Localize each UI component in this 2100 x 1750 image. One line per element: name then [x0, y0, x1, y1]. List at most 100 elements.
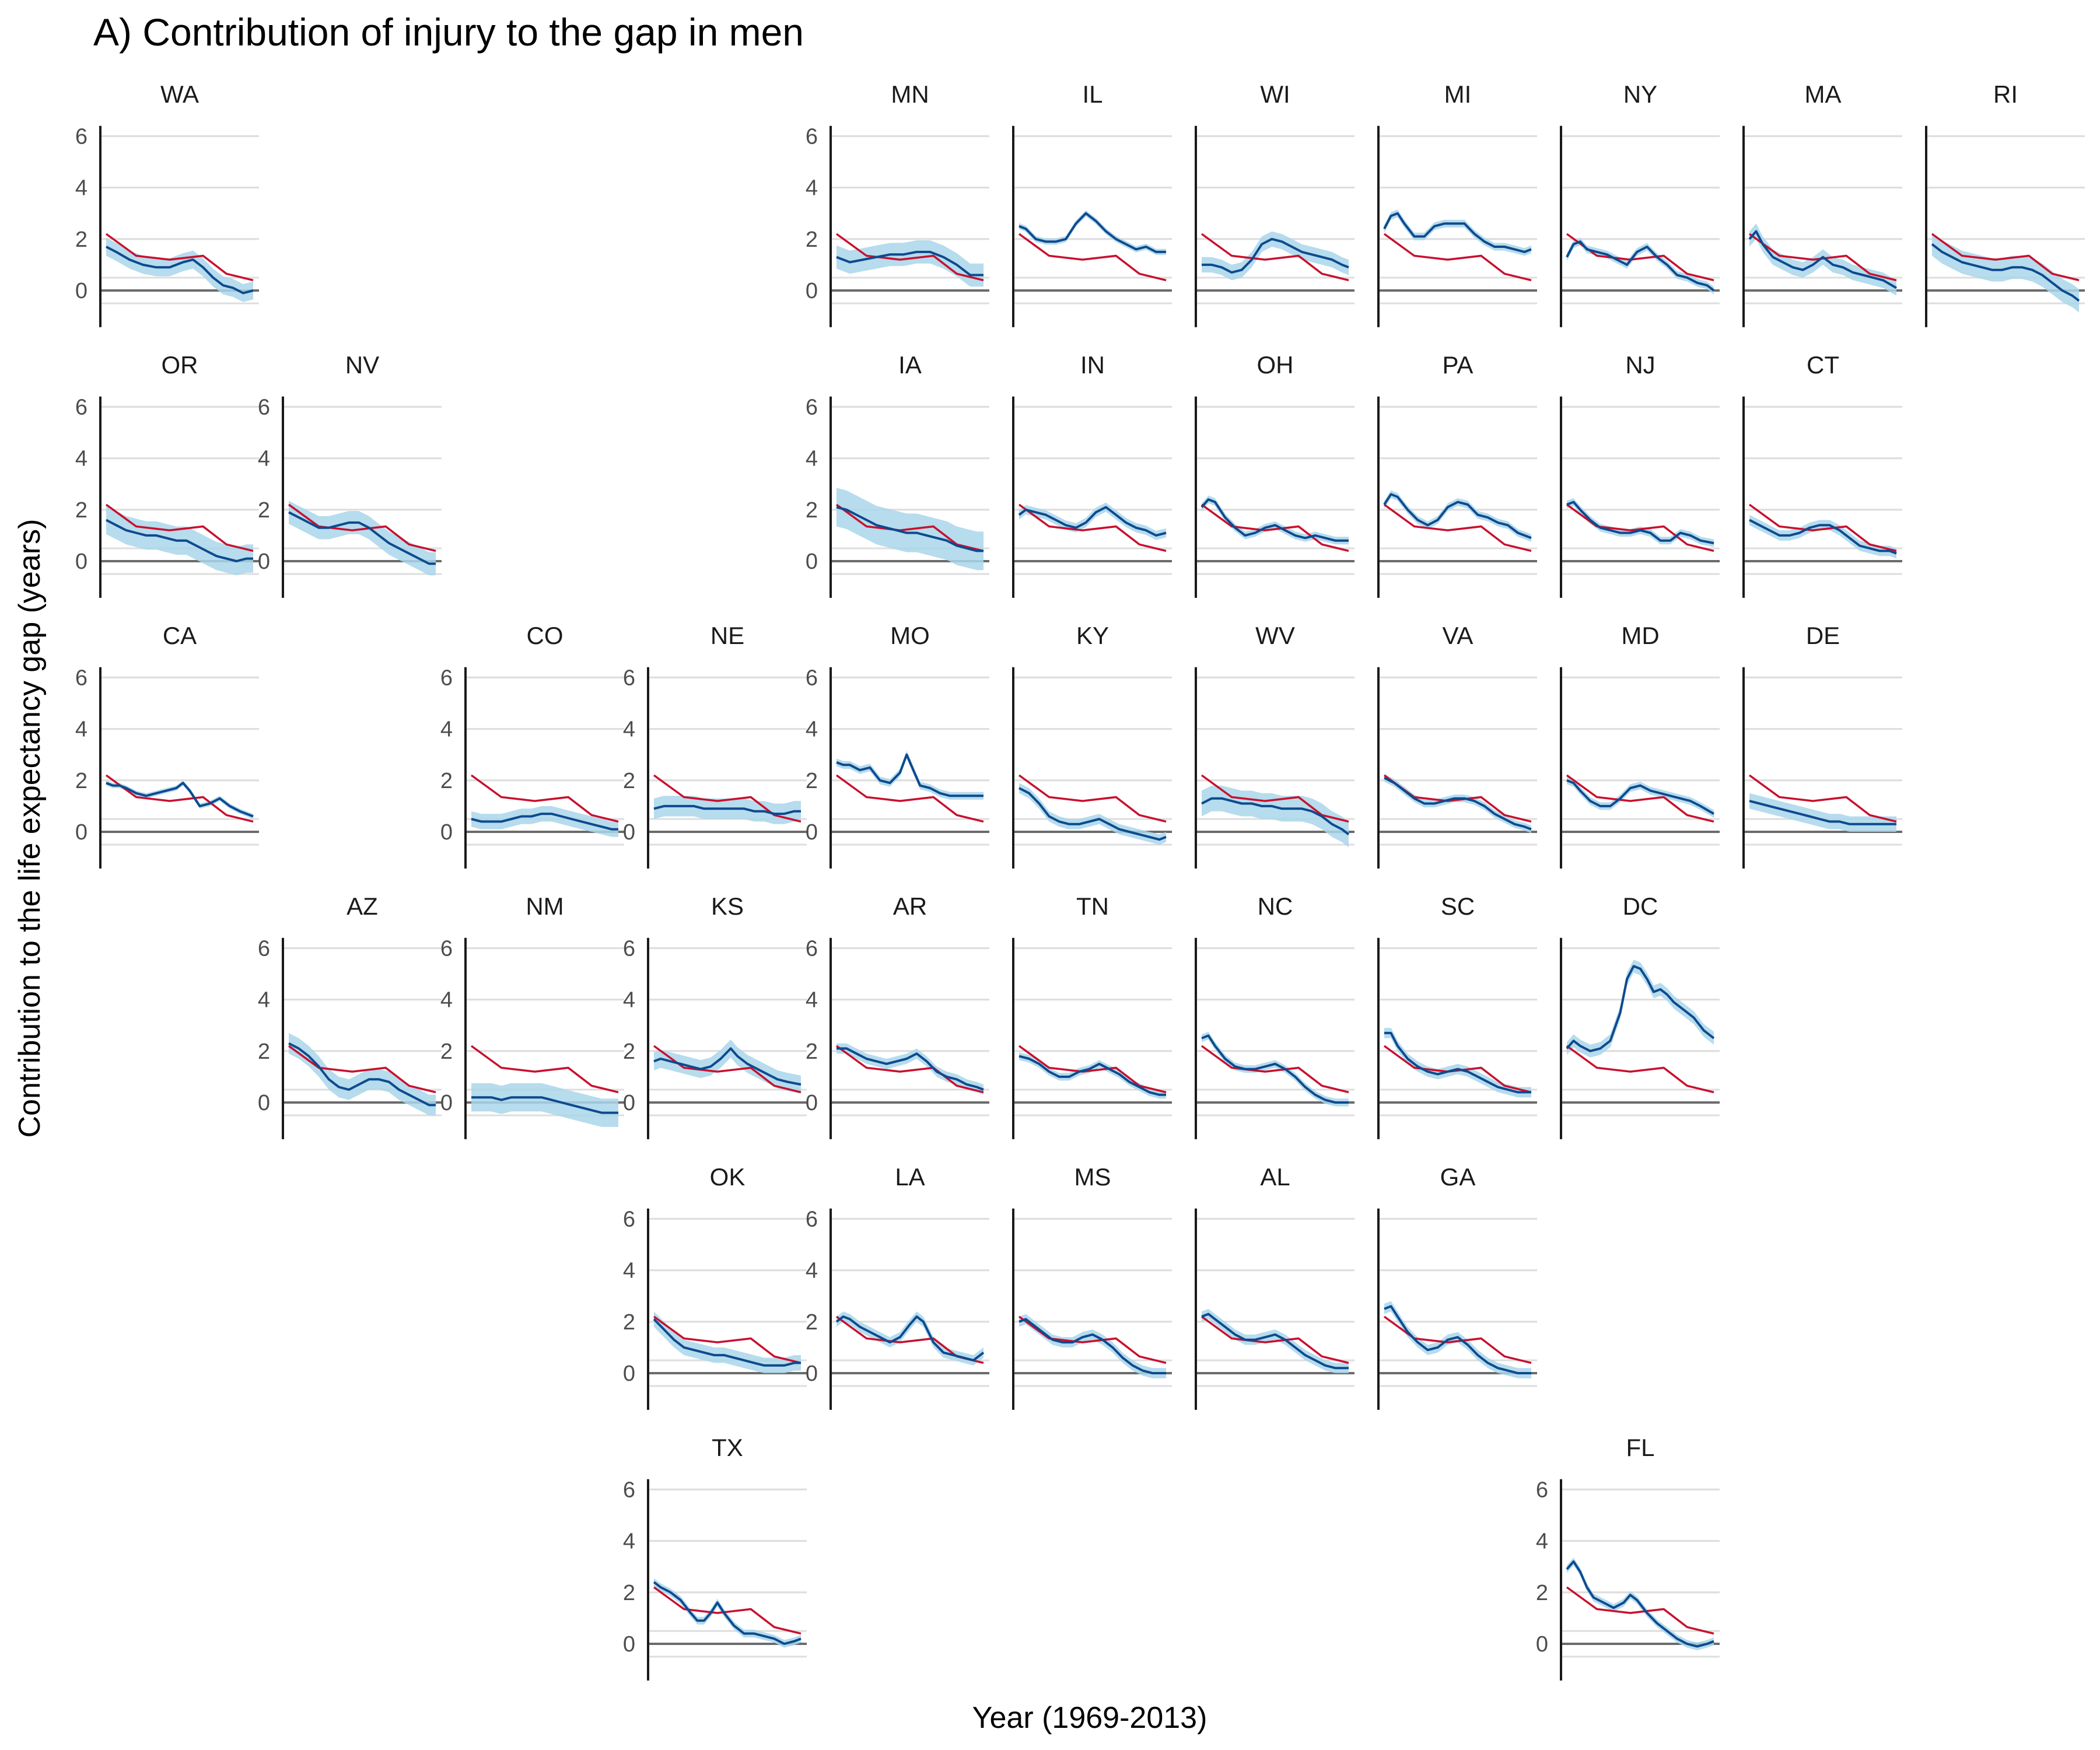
- confidence-band: [289, 1032, 436, 1115]
- state-line: [106, 519, 253, 562]
- y-tick-label: 2: [806, 228, 818, 252]
- y-tick-label: 0: [258, 1091, 270, 1115]
- confidence-band: [1202, 1031, 1349, 1107]
- national-line: [835, 233, 984, 282]
- panel-de: DE: [1742, 622, 1902, 869]
- y-tick-label: 2: [623, 1581, 635, 1605]
- state-line: [288, 1042, 436, 1107]
- state-line: [1748, 230, 1897, 289]
- panel-title: DE: [1806, 622, 1840, 649]
- y-tick-label: 4: [1536, 1530, 1548, 1554]
- panel-oh: OH: [1195, 351, 1354, 598]
- panel-title: NC: [1258, 892, 1293, 920]
- national-line: [835, 774, 984, 823]
- panel-ct: CT: [1742, 351, 1902, 598]
- y-tick-label: 6: [440, 936, 453, 961]
- national-line: [288, 1045, 436, 1094]
- national-line: [1200, 1045, 1349, 1094]
- panel-mn: MN 0 2 4 6: [806, 80, 989, 327]
- panel-title: KY: [1076, 622, 1109, 649]
- state-line: [471, 813, 618, 831]
- panel-va: VA: [1377, 622, 1537, 869]
- state-line: [1931, 243, 2080, 302]
- y-tick-label: 2: [440, 1040, 453, 1064]
- y-tick-label: 2: [258, 1040, 270, 1064]
- confidence-band: [654, 796, 801, 824]
- y-tick-label: 4: [258, 447, 270, 471]
- national-line: [1566, 233, 1714, 282]
- panel-tx: TX 0 2 4 6: [623, 1434, 807, 1681]
- panel-title: AZ: [346, 892, 378, 920]
- panel-title: DC: [1623, 892, 1658, 920]
- national-line: [835, 503, 984, 552]
- panel-title: NY: [1623, 80, 1657, 108]
- national-line: [1566, 1045, 1714, 1094]
- y-tick-label: 2: [806, 1040, 818, 1064]
- panel-title: MI: [1444, 80, 1472, 108]
- national-line: [1018, 233, 1167, 282]
- panel-ny: NY: [1560, 80, 1720, 327]
- state-line: [1566, 779, 1714, 815]
- confidence-band: [1019, 502, 1166, 540]
- panel-title: WI: [1260, 80, 1290, 108]
- state-line: [1566, 965, 1715, 1052]
- panel-title: PA: [1443, 351, 1474, 379]
- panel-title: OH: [1257, 351, 1294, 379]
- confidence-band: [471, 1083, 618, 1127]
- national-line: [1748, 233, 1897, 282]
- state-line: [288, 511, 436, 565]
- state-line: [1566, 501, 1714, 545]
- y-tick-label: 0: [623, 1362, 635, 1386]
- state-line: [653, 1047, 802, 1086]
- y-axis-title: Contribution to the life expectancy gap …: [13, 519, 47, 1138]
- panel-wv: WV: [1195, 622, 1354, 869]
- panel-title: MS: [1074, 1163, 1111, 1191]
- y-tick-label: 2: [806, 769, 818, 793]
- state-line: [1201, 1312, 1349, 1370]
- panel-nv: NV 0 2 4 6: [258, 351, 442, 598]
- y-tick-label: 6: [75, 395, 88, 419]
- panel-tn: TN: [1012, 892, 1172, 1139]
- panel-wi: WI: [1195, 80, 1354, 327]
- y-tick-label: 4: [75, 447, 88, 471]
- y-tick-label: 0: [806, 550, 818, 574]
- confidence-band: [836, 240, 984, 287]
- y-tick-label: 4: [623, 1530, 635, 1554]
- panel-in: IN: [1012, 351, 1172, 598]
- confidence-band: [471, 806, 618, 837]
- confidence-band: [1384, 490, 1531, 542]
- panel-title: MD: [1621, 622, 1659, 649]
- y-tick-label: 6: [806, 666, 818, 690]
- panel-nc: NC: [1195, 892, 1354, 1139]
- panel-ms: MS: [1012, 1163, 1172, 1410]
- panel-ma: MA: [1742, 80, 1902, 327]
- y-tick-label: 0: [623, 1632, 635, 1657]
- state-line: [653, 804, 801, 816]
- confidence-band: [1019, 210, 1166, 256]
- national-line: [835, 1045, 984, 1094]
- confidence-band: [1749, 514, 1896, 559]
- state-line: [1384, 1031, 1531, 1094]
- state-line: [1201, 1034, 1349, 1104]
- national-line: [1566, 774, 1714, 823]
- state-line: [836, 250, 984, 276]
- y-tick-label: 2: [75, 228, 88, 252]
- confidence-band: [1019, 1052, 1166, 1099]
- panel-title: KS: [711, 892, 744, 920]
- y-tick-label: 4: [75, 176, 88, 201]
- confidence-band: [654, 1578, 801, 1648]
- national-line: [1018, 1315, 1167, 1364]
- y-tick-label: 4: [623, 1259, 635, 1283]
- panel-title: GA: [1440, 1163, 1476, 1191]
- y-tick-label: 6: [75, 666, 88, 690]
- chart-title: A) Contribution of injury to the gap in …: [93, 10, 804, 54]
- state-line: [1749, 800, 1896, 825]
- y-tick-label: 6: [623, 666, 635, 690]
- state-line: [1019, 1318, 1166, 1374]
- panel-al: AL: [1195, 1163, 1354, 1410]
- panel-title: AL: [1260, 1163, 1290, 1191]
- panel-grid: WA 0 2 4 6 MN 0 2 4 6 IL WI MI NY MA RI OR 0 2 4 6 NV 0 2 4 6 IA 0 2…: [75, 80, 2085, 1681]
- confidence-band: [1202, 495, 1349, 545]
- panel-title: OR: [162, 351, 198, 379]
- y-tick-label: 6: [623, 1207, 635, 1231]
